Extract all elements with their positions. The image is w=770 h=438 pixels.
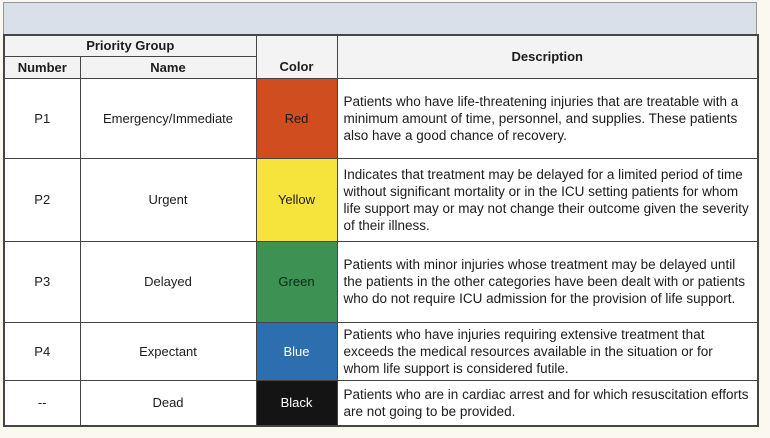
triage-table: Priority Group Color Description Number … — [3, 34, 759, 427]
color-cell: Blue — [255, 321, 338, 381]
priority-name: Dead — [79, 379, 257, 427]
name-header: Name — [79, 55, 257, 79]
priority-description: Patients who have injuries requiring ext… — [336, 321, 759, 381]
table-row-p3: P3 Delayed Green Patients with minor inj… — [3, 240, 759, 323]
priority-number: P1 — [3, 77, 81, 159]
table-row-p1: P1 Emergency/Immediate Red Patients who … — [3, 77, 759, 159]
priority-number: -- — [3, 379, 81, 427]
table-row-dead: -- Dead Black Patients who are in cardia… — [3, 379, 759, 427]
triage-card: Priority Group Color Description Number … — [3, 2, 759, 427]
priority-group-header: Priority Group — [3, 34, 257, 57]
priority-description: Patients who are in cardiac arrest and f… — [336, 379, 759, 427]
priority-number: P4 — [3, 321, 81, 381]
color-cell: Green — [255, 240, 338, 323]
table-row-p2: P2 Urgent Yellow Indicates that treatmen… — [3, 157, 759, 242]
priority-description: Patients with minor injuries whose treat… — [336, 240, 759, 323]
priority-number: P3 — [3, 240, 81, 323]
description-header: Description — [336, 34, 759, 79]
color-cell: Black — [255, 379, 338, 427]
table-row-p4: P4 Expectant Blue Patients who have inju… — [3, 321, 759, 381]
priority-name: Expectant — [79, 321, 257, 381]
color-header: Color — [255, 34, 338, 79]
color-cell: Yellow — [255, 157, 338, 242]
priority-number: P2 — [3, 157, 81, 242]
priority-name: Delayed — [79, 240, 257, 323]
top-band — [3, 2, 757, 34]
priority-description: Patients who have life-threatening injur… — [336, 77, 759, 159]
priority-description: Indicates that treatment may be delayed … — [336, 157, 759, 242]
color-cell: Red — [255, 77, 338, 159]
priority-name: Urgent — [79, 157, 257, 242]
priority-name: Emergency/Immediate — [79, 77, 257, 159]
number-header: Number — [3, 55, 81, 79]
